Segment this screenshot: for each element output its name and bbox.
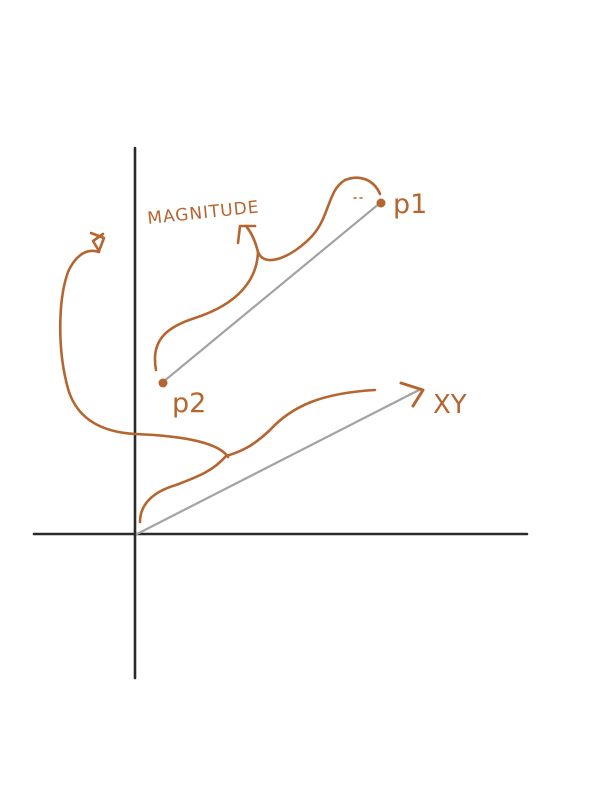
vector-origin-to-xy <box>135 387 423 536</box>
p2-label: p2 <box>172 388 206 419</box>
xy-label: XY <box>433 390 467 420</box>
point-p1-marker <box>376 198 386 208</box>
magnitude-label: MAGNITUDE <box>146 197 260 229</box>
xy-brace-curve <box>138 388 377 524</box>
xy-arrowhead-icon <box>399 381 425 408</box>
vector-p2-to-p1 <box>161 201 382 384</box>
magnitude-brace-curve <box>153 176 382 372</box>
p1-label: p1 <box>393 189 427 220</box>
point-p2-marker <box>158 378 168 388</box>
arrowhead-icon <box>236 224 257 245</box>
magnitude-arrow-shaft <box>244 224 260 254</box>
star-icon <box>89 231 106 253</box>
axes <box>32 146 529 680</box>
vectors <box>135 201 423 536</box>
connector-curve-to-star <box>58 249 230 459</box>
